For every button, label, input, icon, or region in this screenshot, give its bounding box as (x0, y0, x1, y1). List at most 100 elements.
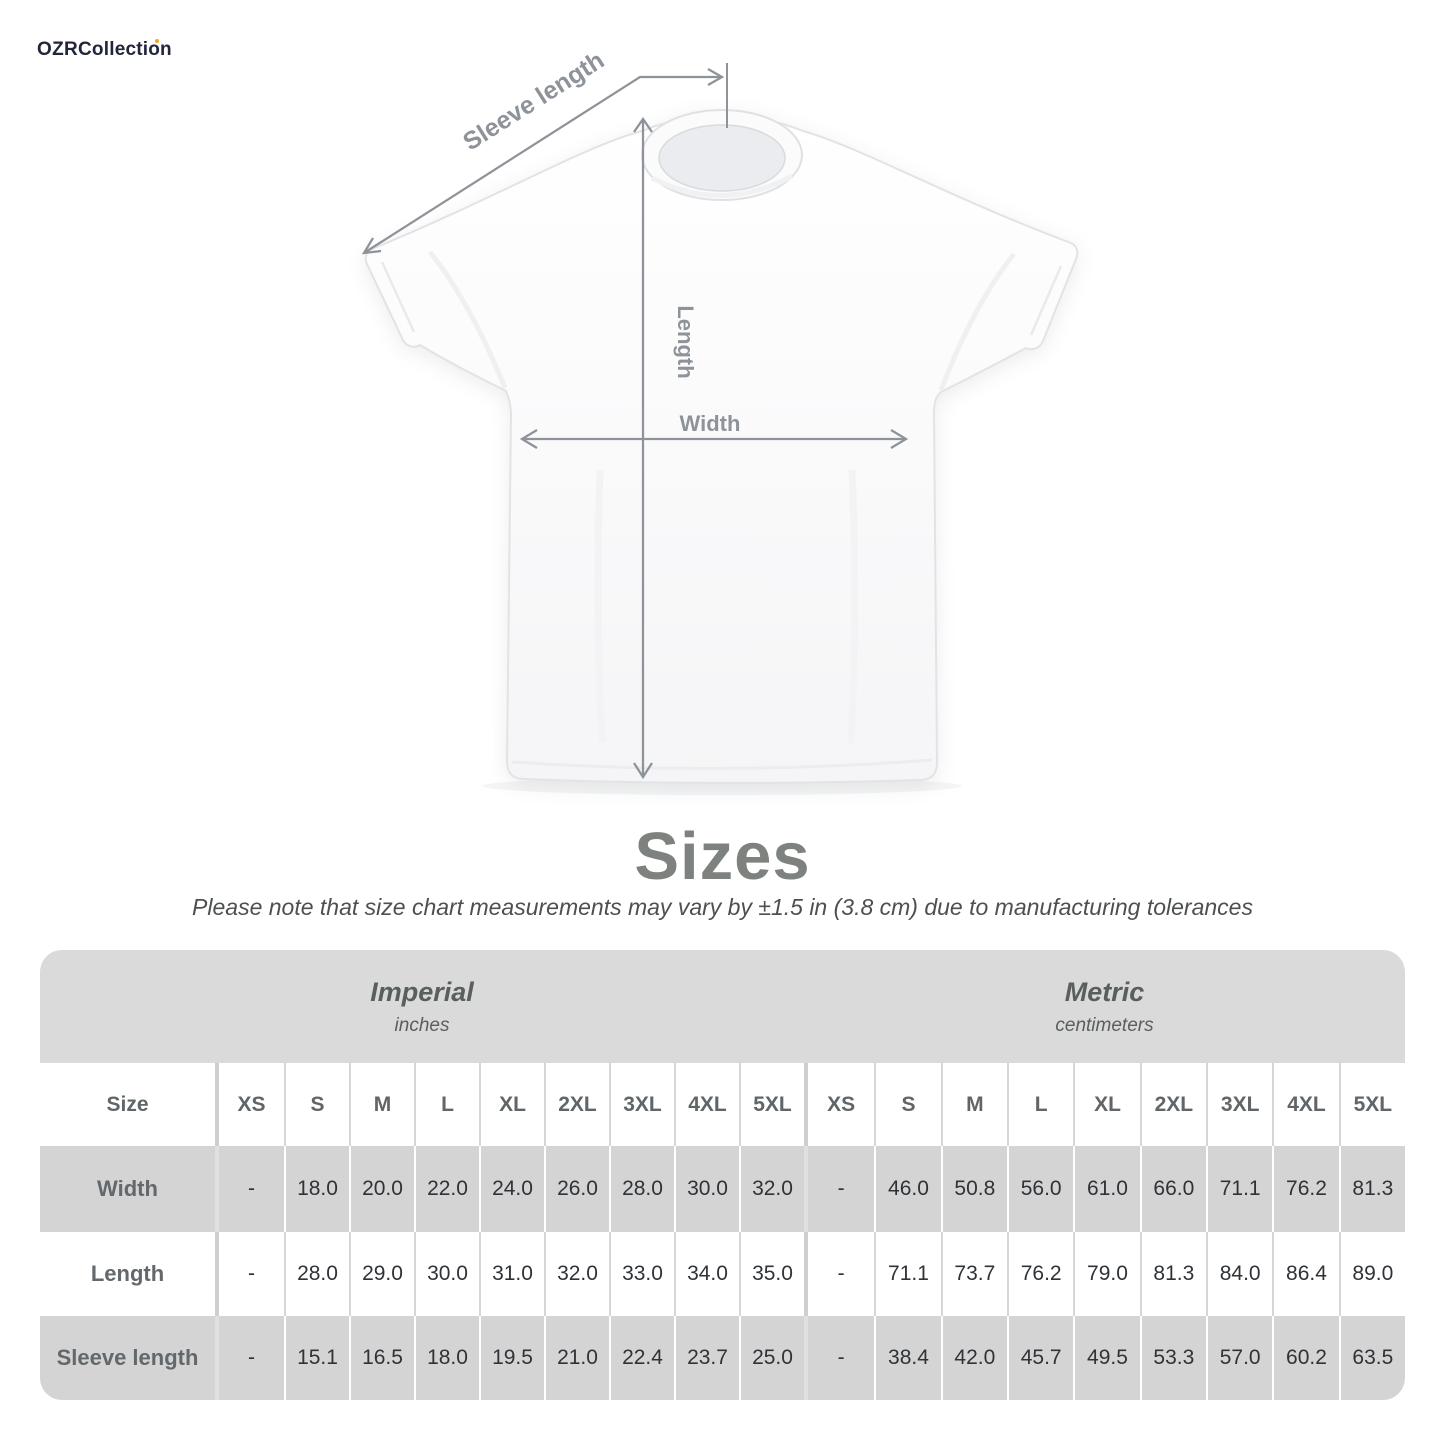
size-col-header: L (1007, 1063, 1074, 1146)
value-cell: - (808, 1232, 875, 1316)
value-cell: 32.0 (739, 1146, 804, 1232)
value-cell: 71.1 (1206, 1146, 1273, 1232)
unit-header-band: Imperial inches Metric centimeters (40, 950, 1405, 1063)
value-cell: 18.0 (414, 1316, 479, 1400)
sleeve-length-label: Sleeve length (458, 46, 609, 156)
size-col-header: 3XL (609, 1063, 674, 1146)
value-cell: 20.0 (349, 1146, 414, 1232)
value-cell: 31.0 (479, 1232, 544, 1316)
size-col-header: L (414, 1063, 479, 1146)
value-cell: 30.0 (674, 1146, 739, 1232)
value-cell: 22.4 (609, 1316, 674, 1400)
unit-label: Imperial (370, 976, 474, 1007)
unit-header-metric: Metric centimeters (804, 950, 1405, 1063)
value-cell: - (808, 1316, 875, 1400)
size-col-header: 4XL (1272, 1063, 1339, 1146)
value-cell: - (219, 1316, 284, 1400)
value-cell: 46.0 (874, 1146, 941, 1232)
fold-line (938, 252, 1016, 391)
collar-opening (658, 124, 786, 192)
sleeve-hem (1029, 265, 1063, 336)
column-divider (215, 1063, 219, 1146)
value-cell: 26.0 (544, 1146, 609, 1232)
value-cell: 25.0 (739, 1316, 804, 1400)
value-cell: 56.0 (1007, 1146, 1074, 1232)
value-cell: 34.0 (674, 1232, 739, 1316)
value-cell: 84.0 (1206, 1232, 1273, 1316)
width-arrowhead (890, 429, 909, 449)
row-label-sleeve-length: Sleeve length (40, 1316, 215, 1400)
length-label: Length (673, 305, 698, 378)
length-arrowhead (633, 117, 653, 133)
size-col-header: 2XL (1139, 1063, 1206, 1146)
sleeve-arrowhead (361, 237, 382, 255)
value-cell: 63.5 (1338, 1316, 1405, 1400)
value-cell: 23.7 (674, 1316, 739, 1400)
value-cell: 33.0 (609, 1232, 674, 1316)
column-divider (804, 1232, 808, 1316)
sleeve-arrowhead (707, 68, 725, 86)
size-col-header: XS (219, 1063, 284, 1146)
column-divider (215, 1232, 219, 1316)
value-cell: 45.7 (1007, 1316, 1074, 1400)
size-col-header: S (284, 1063, 349, 1146)
value-cell: 35.0 (739, 1232, 804, 1316)
value-cell: 16.5 (349, 1316, 414, 1400)
size-col-header: 2XL (544, 1063, 609, 1146)
width-arrowhead (519, 429, 538, 449)
value-cell: 57.0 (1206, 1316, 1273, 1400)
value-cell: - (219, 1232, 284, 1316)
unit-sublabel: inches (394, 1014, 450, 1036)
tshirt-measurement-diagram: Sleeve length Length Width (361, 46, 1079, 795)
value-cell: 76.2 (1272, 1146, 1339, 1232)
value-cell: 32.0 (544, 1232, 609, 1316)
size-col-header: 5XL (739, 1063, 804, 1146)
row-label-width: Width (40, 1146, 215, 1232)
value-cell: 89.0 (1338, 1232, 1405, 1316)
bottom-hem (511, 758, 933, 771)
size-table: Imperial inches Metric centimeters Size … (40, 950, 1405, 1400)
value-cell: - (808, 1146, 875, 1232)
size-header-cell: Size (40, 1063, 215, 1146)
tshirt-body (364, 113, 1079, 784)
page-title: Sizes (634, 819, 811, 894)
width-label: Width (680, 411, 741, 436)
size-col-header: XL (479, 1063, 544, 1146)
brand-logo: OZRCollection (37, 39, 172, 60)
value-cell: 66.0 (1139, 1146, 1206, 1232)
value-cell: 60.2 (1272, 1316, 1339, 1400)
logo-i-dot (155, 39, 159, 43)
value-cell: 38.4 (874, 1316, 941, 1400)
value-cell: 79.0 (1073, 1232, 1140, 1316)
value-cell: 86.4 (1272, 1232, 1339, 1316)
value-cell: 81.3 (1139, 1232, 1206, 1316)
value-cell: 42.0 (940, 1316, 1007, 1400)
value-cell: 24.0 (479, 1146, 544, 1232)
value-cell: 71.1 (874, 1232, 941, 1316)
value-cell: 21.0 (544, 1316, 609, 1400)
column-divider (804, 1063, 808, 1146)
value-cell: 28.0 (284, 1232, 349, 1316)
size-col-header: M (349, 1063, 414, 1146)
logo-brand-light: Collection (78, 39, 172, 60)
measurement-annotations (361, 63, 909, 780)
unit-sublabel: centimeters (1055, 1014, 1154, 1036)
size-col-header: XL (1073, 1063, 1140, 1146)
value-cell: 19.5 (479, 1316, 544, 1400)
row-label-length: Length (40, 1232, 215, 1316)
size-col-header: 4XL (674, 1063, 739, 1146)
column-divider (804, 1146, 808, 1232)
fold-line (847, 469, 859, 745)
logo-brand-bold: OZR (37, 39, 79, 60)
value-cell: 29.0 (349, 1232, 414, 1316)
value-cell: 18.0 (284, 1146, 349, 1232)
size-col-header: S (874, 1063, 941, 1146)
sleeve-length-line (363, 75, 721, 254)
size-col-header: 3XL (1206, 1063, 1273, 1146)
unit-header-imperial: Imperial inches (40, 950, 804, 1063)
column-divider (215, 1316, 219, 1400)
value-cell: 28.0 (609, 1146, 674, 1232)
value-cell: 30.0 (414, 1232, 479, 1316)
size-col-header: M (940, 1063, 1007, 1146)
